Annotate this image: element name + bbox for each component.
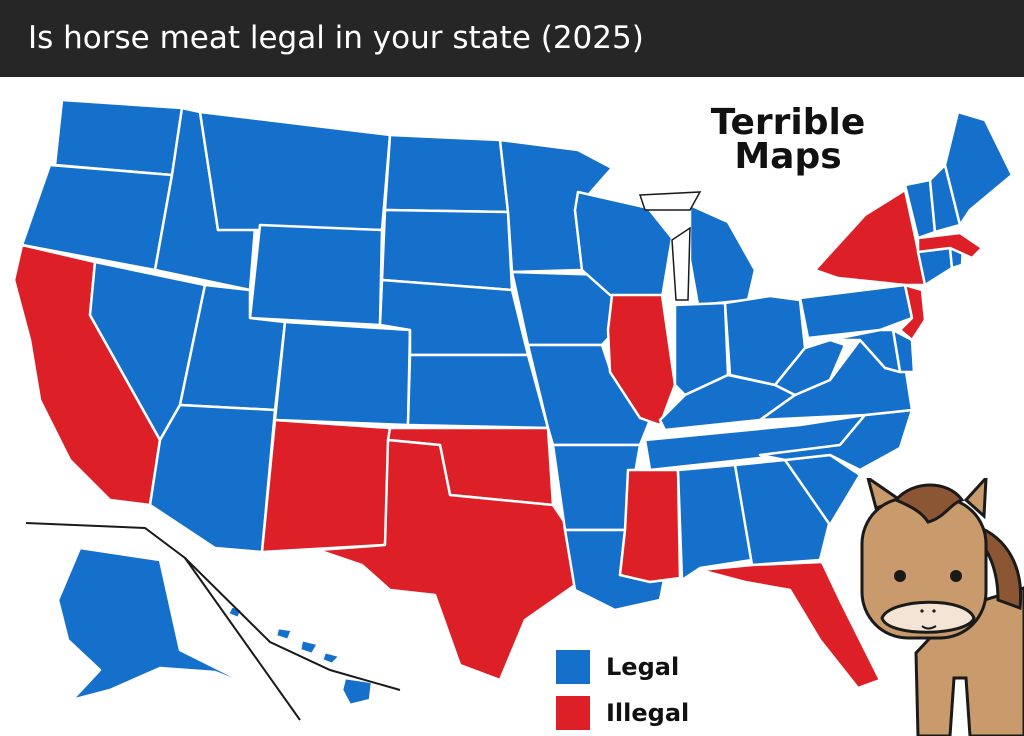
legend-item-illegal: Illegal	[556, 690, 689, 736]
state-MI	[688, 203, 757, 307]
state-FL	[698, 560, 882, 690]
state-WA	[53, 98, 184, 177]
state-GA	[733, 458, 832, 567]
legend: Legal Illegal	[556, 644, 689, 736]
state-AZ	[148, 403, 277, 554]
legend-swatch-legal	[556, 650, 590, 684]
state-MS	[618, 468, 682, 584]
state-KS	[406, 353, 550, 430]
state-NC	[758, 408, 914, 472]
state-ME	[943, 110, 1014, 227]
horse-mascot-icon	[860, 478, 1024, 736]
inset-boundary	[25, 522, 401, 721]
page-title: Is horse meat legal in your state (2025)	[28, 20, 644, 56]
brand-line2: Maps	[734, 136, 842, 177]
state-MA	[916, 231, 984, 260]
state-MT	[198, 110, 392, 232]
state-WY	[248, 223, 384, 327]
state-AL	[676, 463, 754, 582]
us-map	[12, 98, 1014, 721]
state-HI	[226, 604, 374, 707]
state-IL	[606, 293, 677, 427]
legend-item-legal: Legal	[556, 644, 689, 690]
brand-line1: Terrible	[710, 102, 866, 143]
state-ND	[383, 133, 510, 214]
legend-label-illegal: Illegal	[606, 699, 690, 727]
state-NM	[260, 418, 392, 554]
legend-swatch-illegal	[556, 696, 590, 730]
state-CO	[273, 320, 412, 427]
state-CT	[916, 246, 954, 287]
legend-label-legal: Legal	[606, 653, 680, 681]
state-AK	[56, 546, 262, 702]
state-PA	[798, 283, 914, 340]
state-SD	[380, 208, 514, 292]
title-bar: Is horse meat legal in your state (2025)	[0, 0, 1024, 77]
state-WV	[773, 338, 847, 397]
state-TX	[316, 438, 577, 682]
state-MO	[526, 343, 652, 447]
great-lakes	[638, 191, 702, 301]
brand-logo: Terrible Maps	[700, 102, 876, 177]
state-MD	[828, 328, 902, 374]
